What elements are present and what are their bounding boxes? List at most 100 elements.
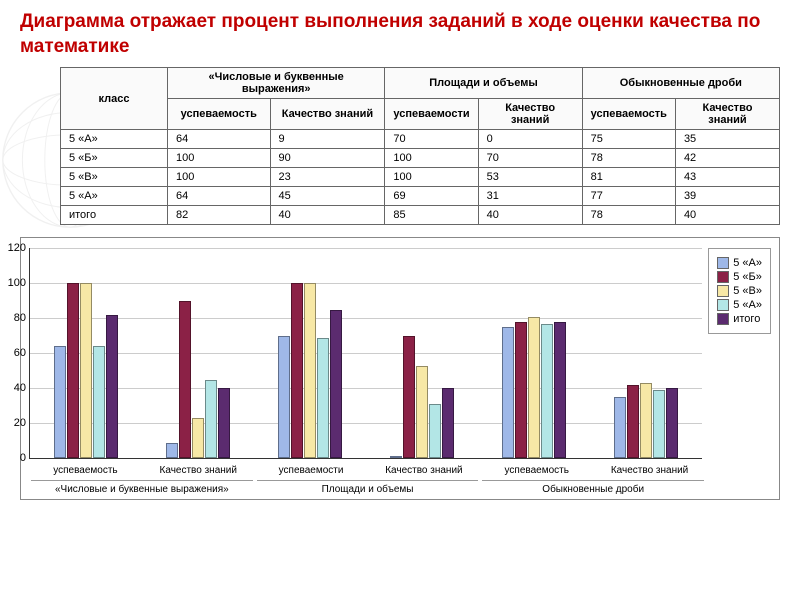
legend-label: 5 «А» bbox=[733, 299, 762, 311]
table-row: 5 «А»644569317739 bbox=[61, 187, 780, 206]
bar-group bbox=[614, 383, 678, 458]
x-label-sub: успеваемость bbox=[480, 465, 593, 476]
x-label-sub: Качество знаний bbox=[142, 465, 255, 476]
bar bbox=[403, 336, 415, 459]
col-header-group: «Числовые и буквенные выражения» bbox=[168, 68, 385, 99]
table-cell: 78 bbox=[582, 149, 675, 168]
table-cell: 40 bbox=[478, 206, 582, 225]
bar bbox=[304, 283, 316, 458]
table-cell: 100 bbox=[385, 149, 478, 168]
row-label: итого bbox=[61, 206, 168, 225]
y-tick: 20 bbox=[0, 417, 26, 429]
row-label: 5 «В» bbox=[61, 168, 168, 187]
row-label: 5 «Б» bbox=[61, 149, 168, 168]
table-cell: 9 bbox=[270, 130, 385, 149]
col-header-sub: Качество знаний bbox=[478, 99, 582, 130]
bar bbox=[528, 317, 540, 459]
legend-item: 5 «Б» bbox=[717, 271, 762, 283]
x-label-group: Обыкновенные дроби bbox=[482, 480, 704, 495]
y-tick: 0 bbox=[0, 452, 26, 464]
legend-item: 5 «А» bbox=[717, 257, 762, 269]
y-tick: 80 bbox=[0, 312, 26, 324]
bar bbox=[666, 388, 678, 458]
bar bbox=[166, 443, 178, 459]
x-labels-group: «Числовые и буквенные выражения»Площади … bbox=[29, 480, 706, 495]
legend-swatch bbox=[717, 271, 729, 283]
y-tick: 40 bbox=[0, 382, 26, 394]
legend-swatch bbox=[717, 285, 729, 297]
table-cell: 39 bbox=[675, 187, 779, 206]
table-cell: 0 bbox=[478, 130, 582, 149]
bar bbox=[442, 388, 454, 458]
table-cell: 53 bbox=[478, 168, 582, 187]
legend-swatch bbox=[717, 299, 729, 311]
data-table: класс«Числовые и буквенные выражения»Пло… bbox=[60, 67, 780, 225]
bar bbox=[278, 336, 290, 459]
bar bbox=[80, 283, 92, 458]
col-header-group: Обыкновенные дроби bbox=[582, 68, 779, 99]
bar bbox=[330, 310, 342, 459]
row-label: 5 «А» bbox=[61, 130, 168, 149]
table-cell: 45 bbox=[270, 187, 385, 206]
legend-label: 5 «Б» bbox=[733, 271, 762, 283]
bar bbox=[179, 301, 191, 459]
table-cell: 81 bbox=[582, 168, 675, 187]
x-label-group: «Числовые и буквенные выражения» bbox=[31, 480, 253, 495]
bar-group bbox=[54, 283, 118, 458]
table-cell: 31 bbox=[478, 187, 582, 206]
y-tick: 100 bbox=[0, 277, 26, 289]
bar bbox=[291, 283, 303, 458]
legend-label: итого bbox=[733, 313, 760, 325]
table-cell: 75 bbox=[582, 130, 675, 149]
bar-group bbox=[166, 301, 230, 459]
table-cell: 78 bbox=[582, 206, 675, 225]
col-header-sub: успеваемость bbox=[582, 99, 675, 130]
x-label-sub: успеваемость bbox=[29, 465, 142, 476]
table-cell: 85 bbox=[385, 206, 478, 225]
table-cell: 100 bbox=[168, 168, 271, 187]
table-cell: 100 bbox=[168, 149, 271, 168]
bar bbox=[106, 315, 118, 459]
bar-groups bbox=[30, 248, 702, 458]
bar bbox=[554, 322, 566, 459]
table-cell: 42 bbox=[675, 149, 779, 168]
bar bbox=[93, 346, 105, 458]
table-row: 5 «В»10023100538143 bbox=[61, 168, 780, 187]
page-title: Диаграмма отражает процент выполнения за… bbox=[20, 10, 780, 59]
table-cell: 43 bbox=[675, 168, 779, 187]
table-cell: 40 bbox=[270, 206, 385, 225]
bar-chart: 020406080100120 5 «А»5 «Б»5 «В»5 «А»итог… bbox=[20, 237, 780, 500]
table-cell: 35 bbox=[675, 130, 779, 149]
col-header-group: Площади и объемы bbox=[385, 68, 582, 99]
table-row: 5 «Б»10090100707842 bbox=[61, 149, 780, 168]
table-row: итого824085407840 bbox=[61, 206, 780, 225]
col-header-sub: Качество знаний bbox=[270, 99, 385, 130]
table-cell: 70 bbox=[478, 149, 582, 168]
table-head: класс«Числовые и буквенные выражения»Пло… bbox=[61, 68, 780, 130]
bar bbox=[317, 338, 329, 459]
x-label-sub: успеваемости bbox=[255, 465, 368, 476]
bar bbox=[515, 322, 527, 459]
x-label-sub: Качество знаний bbox=[367, 465, 480, 476]
bar bbox=[390, 456, 402, 458]
table-cell: 100 bbox=[385, 168, 478, 187]
bar bbox=[502, 327, 514, 458]
col-header-class: класс bbox=[61, 68, 168, 130]
table-cell: 90 bbox=[270, 149, 385, 168]
table-cell: 70 bbox=[385, 130, 478, 149]
table-cell: 69 bbox=[385, 187, 478, 206]
bar bbox=[614, 397, 626, 458]
legend-swatch bbox=[717, 257, 729, 269]
legend-label: 5 «В» bbox=[733, 285, 762, 297]
bar bbox=[54, 346, 66, 458]
bar bbox=[416, 366, 428, 459]
x-labels-sub: успеваемостьКачество знанийуспеваемостиК… bbox=[29, 465, 706, 476]
table-cell: 82 bbox=[168, 206, 271, 225]
table-cell: 77 bbox=[582, 187, 675, 206]
bar-group bbox=[390, 336, 454, 459]
x-label-sub: Качество знаний bbox=[593, 465, 706, 476]
col-header-sub: успеваемость bbox=[168, 99, 271, 130]
legend-item: 5 «А» bbox=[717, 299, 762, 311]
bar bbox=[218, 388, 230, 458]
legend-item: 5 «В» bbox=[717, 285, 762, 297]
